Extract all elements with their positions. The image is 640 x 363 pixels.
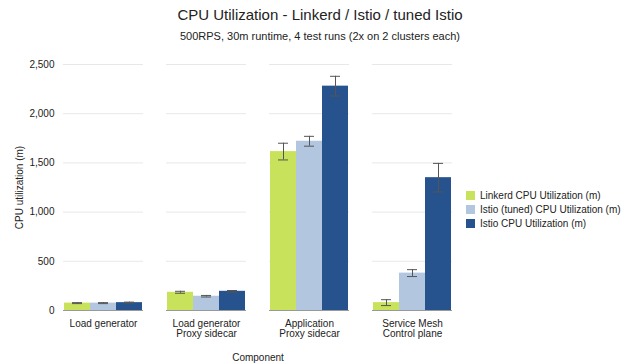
html-text:500RPS, 30m runtime, 4 test ru: 500RPS, 30m runtime, 4 test runs (2x on … — [180, 30, 460, 42]
html-text:Linkerd CPU Utilization (m): Linkerd CPU Utilization (m) — [480, 189, 601, 201]
html-text:Istio CPU Utilization (m): Istio CPU Utilization (m) — [480, 217, 587, 229]
html-text:CPU Utilization - Linkerd / Is: CPU Utilization - Linkerd / Istio / tune… — [177, 6, 463, 23]
svg-text:0: 0 — [49, 305, 55, 316]
svg-text:1,000: 1,000 — [29, 206, 54, 217]
html-text:Istio (tuned) CPU Utilization: Istio (tuned) CPU Utilization (m) — [480, 203, 621, 215]
svg-text:ApplicationProxy sidecar: ApplicationProxy sidecar — [279, 318, 340, 339]
svg-text:Load generatorProxy sidecar: Load generatorProxy sidecar — [173, 318, 242, 339]
svg-text:CPU utilization (m): CPU utilization (m) — [14, 146, 25, 229]
svg-text:500: 500 — [38, 256, 55, 267]
svg-text:Load generator: Load generator — [70, 318, 139, 329]
svg-text:2,000: 2,000 — [29, 108, 54, 119]
svg-text:Service MeshControl plane: Service MeshControl plane — [382, 318, 443, 339]
svg-text:1,500: 1,500 — [29, 157, 54, 168]
svg-text:Component: Component — [232, 352, 284, 363]
svg-text:2,500: 2,500 — [29, 59, 54, 70]
